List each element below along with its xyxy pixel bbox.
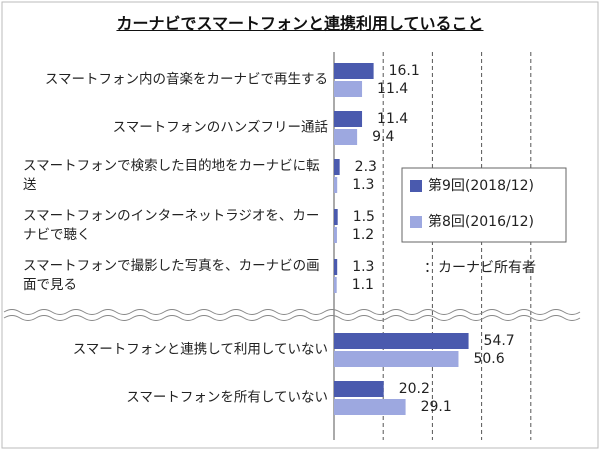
bar xyxy=(334,277,337,293)
axis-break xyxy=(3,309,581,321)
value-label: 1.5 xyxy=(353,209,375,225)
category-label: スマートフォンのハンズフリー通話 xyxy=(112,119,328,136)
value-label: 50.6 xyxy=(473,351,504,367)
legend-label: 第9回(2018/12) xyxy=(428,177,534,194)
category-label: スマートフォンを所有していない xyxy=(126,389,328,406)
chart-title: カーナビでスマートフォンと連携利用していること xyxy=(116,14,484,33)
value-label: 2.3 xyxy=(355,159,377,175)
bar xyxy=(334,111,363,127)
value-label: 1.3 xyxy=(352,177,374,193)
value-label: 1.2 xyxy=(352,227,374,243)
category-label: スマートフォンで検索した目的地をカーナビに転送 xyxy=(23,158,320,193)
bar xyxy=(334,129,358,145)
value-label: 20.2 xyxy=(399,381,430,397)
value-label: 16.1 xyxy=(389,63,420,79)
value-label: 11.4 xyxy=(377,81,408,97)
category-label: スマートフォンで撮影した写真を、カーナビの画面で見る xyxy=(23,258,320,293)
bar xyxy=(334,177,338,193)
bar xyxy=(334,209,338,225)
value-label: 1.3 xyxy=(352,259,374,275)
legend-swatch xyxy=(410,180,422,192)
bar xyxy=(334,159,340,175)
value-label: 54.7 xyxy=(484,333,515,349)
bar xyxy=(334,63,374,79)
annotation: ：カーナビ所有者 xyxy=(424,260,536,276)
category-label: スマートフォンと連携して利用していない xyxy=(72,341,328,358)
legend-swatch xyxy=(410,216,422,228)
bar xyxy=(334,259,338,275)
value-label: 11.4 xyxy=(377,111,408,127)
legend-label: 第8回(2016/12) xyxy=(428,213,534,230)
bar xyxy=(334,333,469,349)
category-label: スマートフォン内の音楽をカーナビで再生する xyxy=(44,71,328,88)
bar xyxy=(334,399,406,415)
value-label: 1.1 xyxy=(352,277,374,293)
bar xyxy=(334,227,337,243)
bar xyxy=(334,351,459,367)
bar xyxy=(334,81,363,97)
value-label: 29.1 xyxy=(421,399,452,415)
value-label: 9.4 xyxy=(372,129,394,145)
legend-box xyxy=(401,167,567,243)
bar xyxy=(334,381,384,397)
category-label: スマートフォンのインターネットラジオを、カーナビで聴く xyxy=(23,208,320,243)
